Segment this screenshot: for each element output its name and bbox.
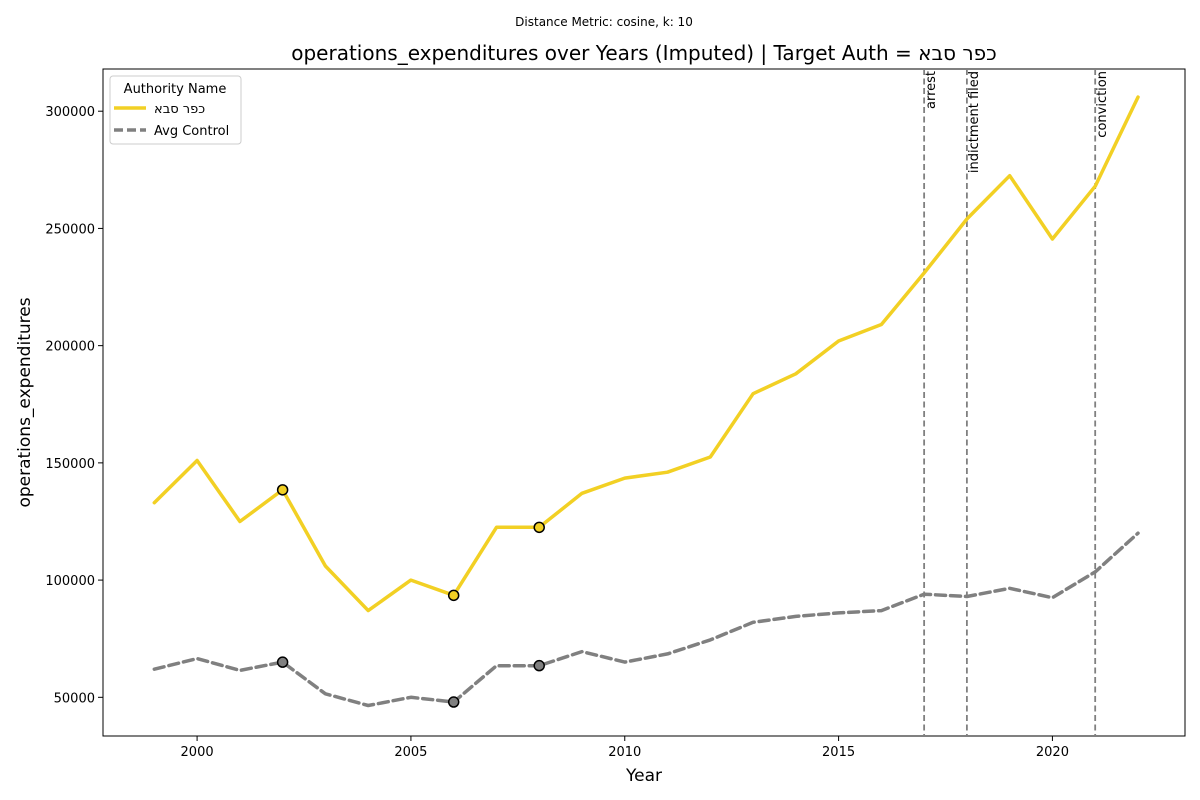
legend: Authority Name כפר סבא Avg Control [109, 75, 242, 145]
y-tick-label: 150000 [45, 457, 95, 472]
x-tick-label: 2015 [822, 745, 855, 760]
x-axis-label: Year [625, 766, 662, 786]
y-tick-label: 100000 [45, 574, 95, 589]
y-tick-label: 200000 [45, 340, 95, 355]
y-tick-label: 300000 [45, 105, 95, 120]
legend-label-target: כפר סבא [154, 102, 205, 117]
series-line [152, 531, 1140, 708]
x-tick-label: 2010 [608, 745, 641, 760]
chart-suptitle: Distance Metric: cosine, k: 10 [515, 15, 693, 29]
legend-title: Authority Name [124, 82, 227, 97]
imputed-point [447, 696, 460, 708]
axis-ticks: 2000 2005 2010 2015 2020 50000 100000 150000 200… [45, 105, 1069, 760]
event-label: conviction [1095, 71, 1110, 138]
imputed-point [533, 521, 545, 534]
imputed-point [533, 659, 545, 672]
plot-area [102, 68, 1186, 737]
y-tick-label: 250000 [45, 222, 95, 237]
series-lines [152, 95, 1140, 708]
series-line [152, 95, 1140, 613]
legend-label-control: Avg Control [154, 124, 229, 139]
y-tick-label: 50000 [54, 691, 95, 706]
event-label: arrest [924, 71, 939, 109]
y-axis-label: operations_expenditures [15, 297, 35, 507]
imputed-point [276, 656, 289, 668]
event-label: indictment filed [967, 71, 982, 173]
x-tick-label: 2020 [1036, 745, 1069, 760]
x-tick-label: 2005 [394, 745, 427, 760]
imputed-point [447, 589, 460, 602]
x-tick-label: 2000 [181, 745, 214, 760]
legend-box [109, 75, 242, 145]
event-markers: arrest indictment filed conviction [923, 69, 1110, 736]
imputed-point [276, 484, 289, 496]
chart-title: operations_expenditures over Years (Impu… [291, 41, 996, 65]
